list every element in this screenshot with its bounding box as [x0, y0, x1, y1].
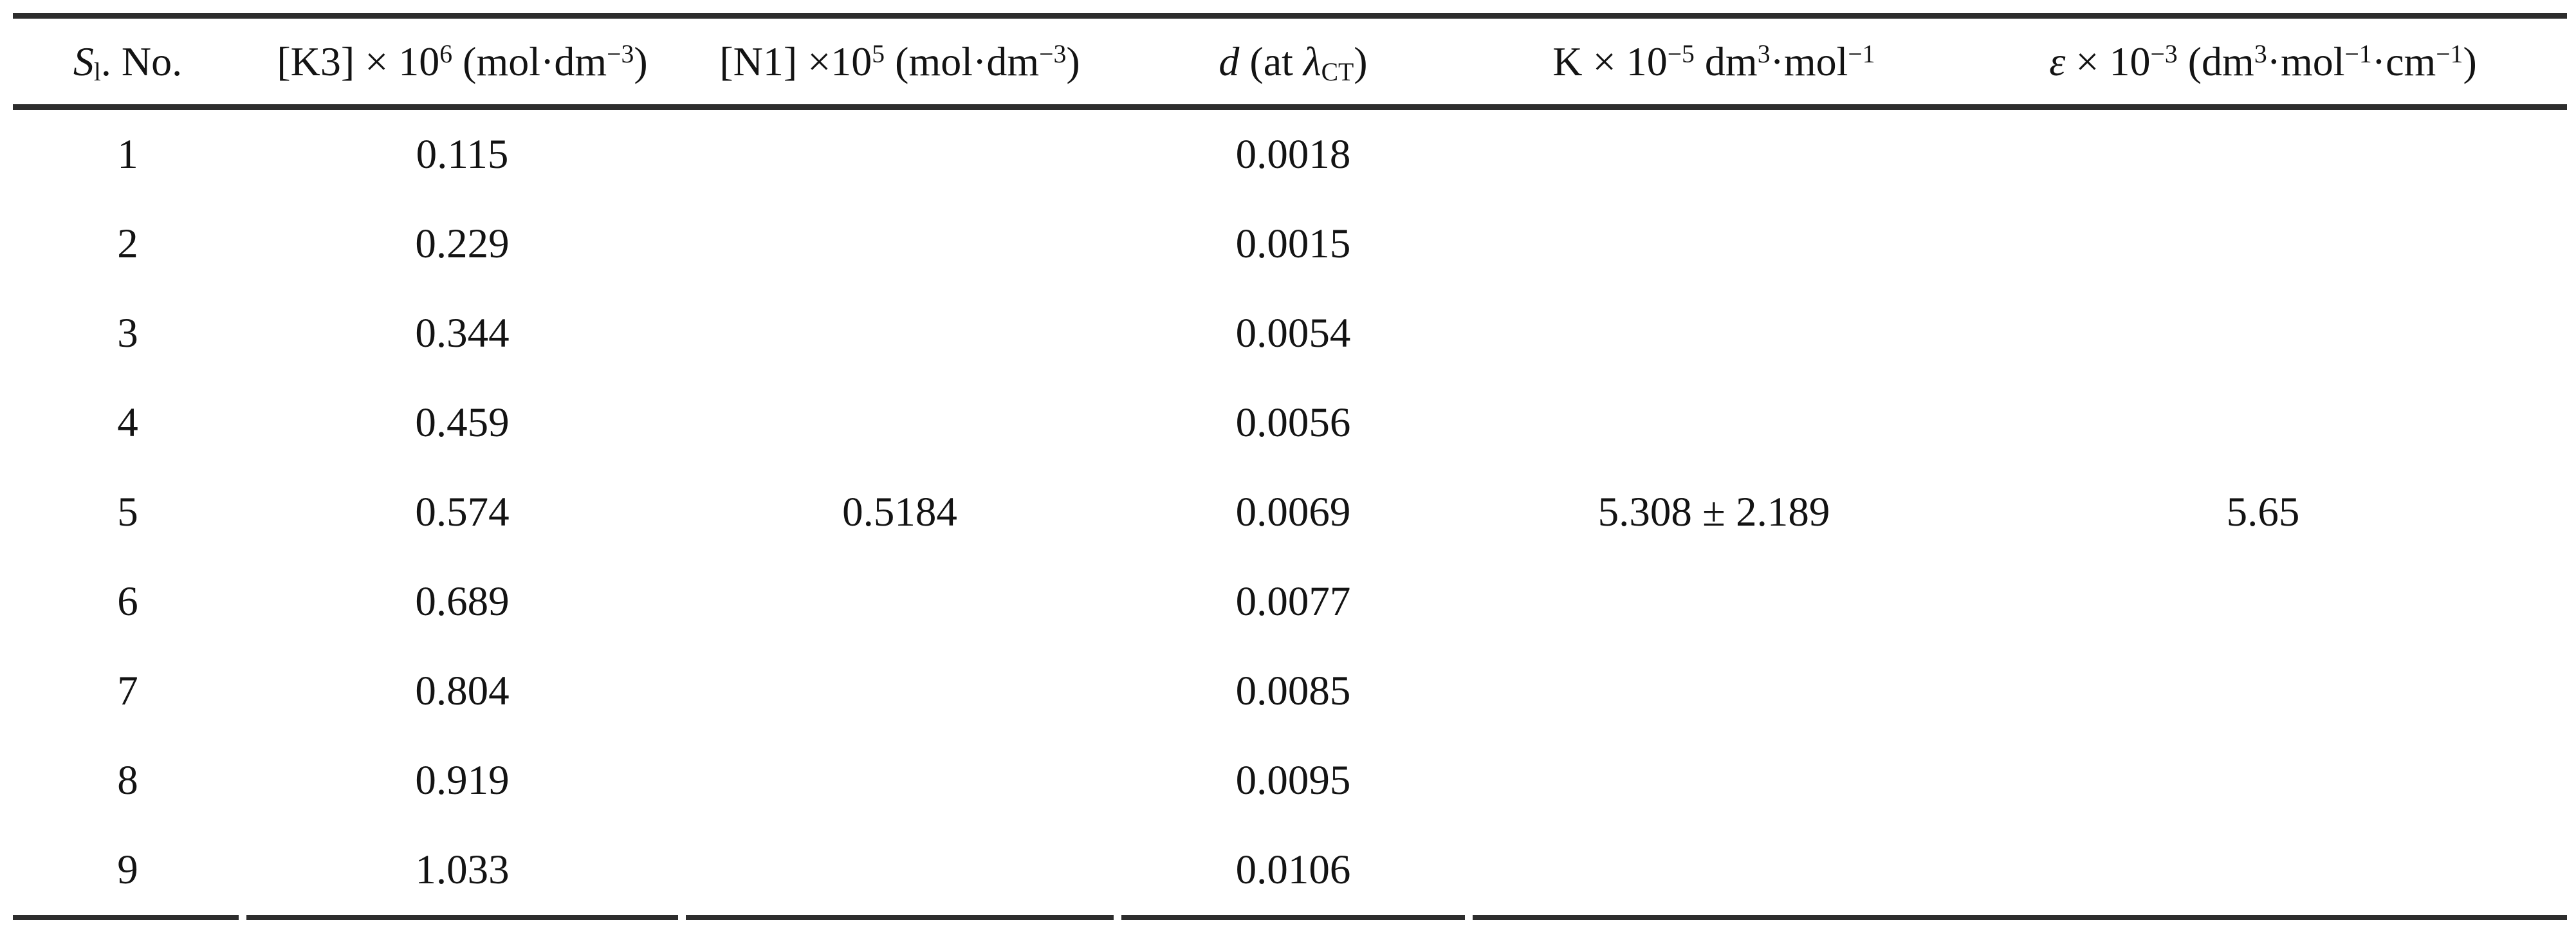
cell-k3: 0.115 [416, 131, 509, 178]
cell-absorbance: 0.0106 [1235, 847, 1351, 893]
header-text: S [73, 38, 94, 84]
header-superscript: 3 [2254, 39, 2267, 68]
header-text: ) [1354, 38, 1368, 84]
header-superscript: −1 [2344, 39, 2372, 68]
bottom-rule-segment [246, 915, 678, 920]
cell-k3: 0.229 [415, 221, 510, 267]
table-row: 6 0.689 0.0077 [13, 557, 2567, 647]
cell-absorbance: 0.0085 [1235, 668, 1351, 714]
header-superscript: −3 [1039, 39, 1067, 68]
cell-epsilon: 5.65 [2226, 489, 2300, 535]
cell-absorbance: 0.0015 [1235, 221, 1351, 267]
header-text: × 10 [2065, 38, 2151, 84]
table-row: 9 1.033 0.0106 [13, 825, 2567, 915]
column-header-k3-concentration: [K3] × 106 (mol·dm−3) [243, 41, 682, 82]
table-row: 1 0.115 0.0018 [13, 110, 2567, 199]
header-text: dm [1694, 38, 1758, 84]
cell-n1: 0.5184 [842, 489, 957, 535]
column-header-equilibrium-constant: K × 10−5 dm3·mol−1 [1469, 41, 1959, 82]
header-superscript: −1 [2436, 39, 2463, 68]
cell-absorbance: 0.0069 [1235, 489, 1351, 535]
header-text: d [1219, 38, 1240, 84]
column-header-absorbance: d (at λCT) [1118, 38, 1469, 85]
header-superscript: −5 [1667, 39, 1695, 68]
header-superscript: −3 [2150, 39, 2178, 68]
table-header-rule [13, 104, 2567, 110]
table-row: 8 0.919 0.0095 [13, 736, 2567, 825]
cell-absorbance: 0.0077 [1235, 578, 1351, 625]
header-text: (mol·dm [885, 38, 1040, 84]
column-header-sl-no: Sl. No. [13, 38, 243, 85]
table-row: 2 0.229 0.0015 [13, 199, 2567, 289]
cell-sl-no: 1 [117, 131, 138, 178]
header-superscript: −1 [1848, 39, 1875, 68]
header-text: [N1] ×10 [719, 38, 872, 84]
cell-k3: 1.033 [415, 847, 510, 893]
cell-sl-no: 8 [117, 757, 138, 804]
bottom-rule-segment [1121, 915, 1465, 920]
header-text: ) [1066, 38, 1080, 84]
header-text: K × 10 [1552, 38, 1668, 84]
header-superscript: 3 [1757, 39, 1771, 68]
header-lambda: λ [1303, 38, 1321, 84]
column-header-molar-absorptivity: ε × 10−3 (dm3·mol−1·cm−1) [1959, 41, 2567, 82]
cell-sl-no: 9 [117, 847, 138, 893]
cell-sl-no: 3 [117, 310, 138, 356]
header-text: [K3] × 10 [277, 38, 440, 84]
header-text: . No. [100, 38, 183, 84]
header-text: (mol·dm [452, 38, 607, 84]
header-text: ·cm [2371, 38, 2436, 84]
header-text: ) [634, 38, 648, 84]
table-header-row: Sl. No. [K3] × 106 (mol·dm−3) [N1] ×105 … [13, 19, 2567, 104]
cell-k3: 0.344 [415, 310, 510, 356]
table-top-rule [13, 13, 2567, 19]
header-text: ·mol [2267, 38, 2345, 84]
header-superscript: 5 [872, 39, 885, 68]
cell-k3: 0.919 [415, 757, 510, 804]
table-bottom-rule [13, 915, 2567, 920]
header-subscript: CT [1321, 58, 1354, 87]
column-header-n1-concentration: [N1] ×105 (mol·dm−3) [682, 41, 1118, 82]
cell-sl-no: 7 [117, 668, 138, 714]
cell-sl-no: 6 [117, 578, 138, 625]
cell-sl-no: 5 [117, 489, 138, 535]
bottom-rule-segment [1473, 915, 2567, 920]
table-row: 4 0.459 0.0056 [13, 378, 2567, 468]
bottom-rule-segment [13, 915, 239, 920]
cell-sl-no: 4 [117, 400, 138, 446]
header-epsilon: ε [2049, 38, 2066, 84]
cell-absorbance: 0.0054 [1235, 310, 1351, 356]
header-superscript: −3 [607, 39, 634, 68]
table-row: 7 0.804 0.0085 [13, 647, 2567, 736]
cell-absorbance: 0.0018 [1235, 131, 1351, 178]
header-subscript: l [93, 58, 101, 87]
table-row: 3 0.344 0.0054 [13, 289, 2567, 378]
cell-absorbance: 0.0056 [1235, 400, 1351, 446]
cell-k3: 0.459 [415, 400, 510, 446]
header-superscript: 6 [439, 39, 453, 68]
table-row: 5 0.574 0.5184 0.0069 5.308 ± 2.189 5.65 [13, 468, 2567, 557]
cell-k3: 0.804 [415, 668, 510, 714]
header-text: (at [1239, 38, 1303, 84]
results-table: Sl. No. [K3] × 106 (mol·dm−3) [N1] ×105 … [13, 13, 2567, 920]
cell-absorbance: 0.0095 [1235, 757, 1351, 804]
header-text: (dm [2177, 38, 2254, 84]
cell-k3: 0.689 [415, 578, 510, 625]
table-body: 1 0.115 0.0018 2 0.229 0.0015 3 0.344 0.… [13, 110, 2567, 915]
bottom-rule-segment [686, 915, 1114, 920]
cell-sl-no: 2 [117, 221, 138, 267]
header-text: ) [2463, 38, 2477, 84]
cell-k-constant: 5.308 ± 2.189 [1597, 489, 1830, 535]
header-text: ·mol [1770, 38, 1848, 84]
cell-k3: 0.574 [415, 489, 510, 535]
